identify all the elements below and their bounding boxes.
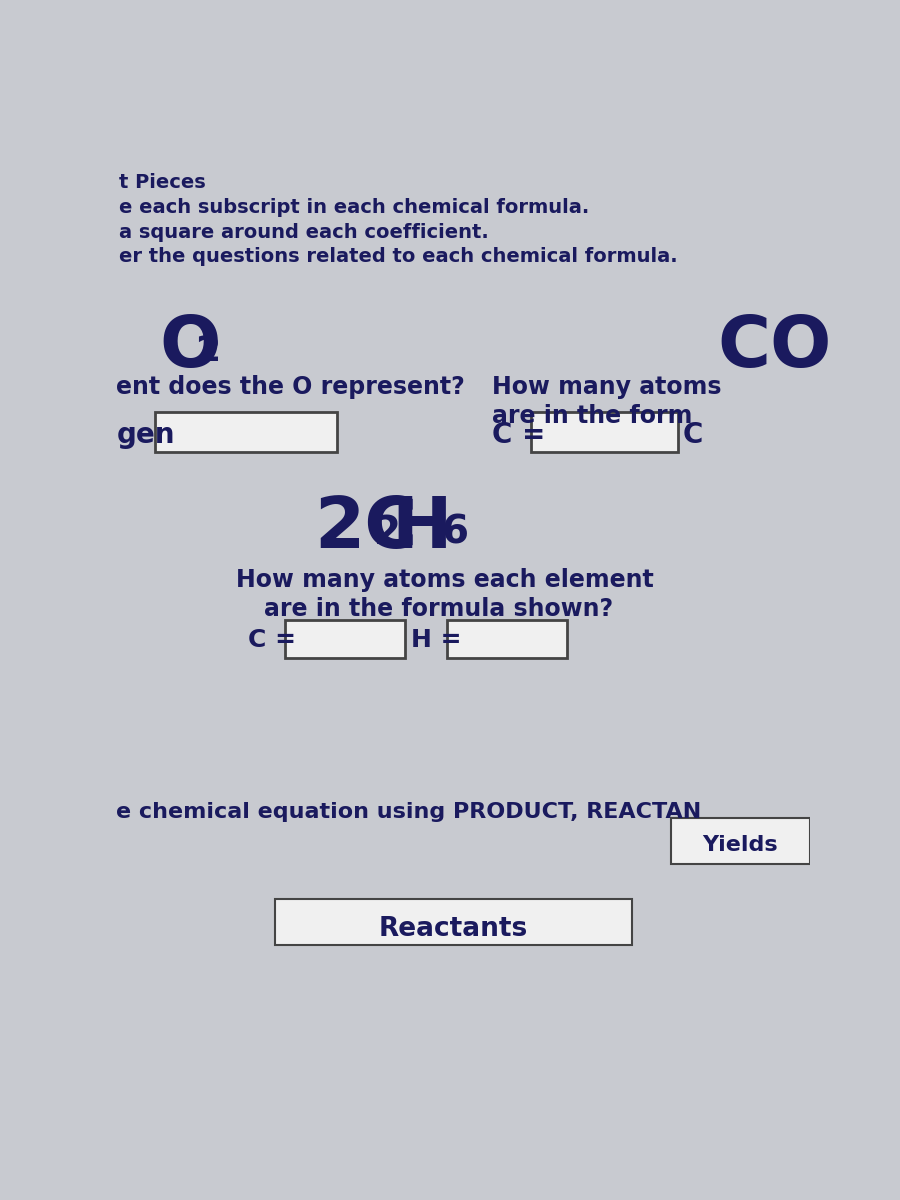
Bar [284,620,405,659]
Bar [670,817,810,864]
Text: er the questions related to each chemical formula.: er the questions related to each chemica… [119,247,678,266]
Text: H =: H = [411,628,462,652]
Text: e each subscript in each chemical formula.: e each subscript in each chemical formul… [119,198,589,217]
Bar [155,412,338,452]
Text: How many atoms: How many atoms [492,374,722,398]
Text: a square around each coefficient.: a square around each coefficient. [119,222,489,241]
Text: 2: 2 [195,334,220,368]
Text: Reactants: Reactants [379,916,528,942]
Text: How many atoms each element: How many atoms each element [237,568,654,592]
Text: C =: C = [248,628,296,652]
Text: C: C [683,421,703,449]
Text: ent does the O represent?: ent does the O represent? [116,374,465,398]
Text: e chemical equation using PRODUCT, REACTAN: e chemical equation using PRODUCT, REACT… [116,803,702,822]
Text: 2C: 2C [314,494,418,563]
Text: H: H [392,494,452,563]
Bar [531,412,679,452]
Text: are in the form: are in the form [492,404,693,428]
Text: t Pieces: t Pieces [119,173,205,192]
Text: 2: 2 [374,514,400,552]
Bar [275,899,632,944]
Text: gen: gen [116,421,175,449]
Text: C =: C = [492,421,545,449]
Bar [447,620,567,659]
Text: O: O [159,313,220,383]
Text: CO: CO [717,313,832,383]
Text: Yields: Yields [702,835,778,854]
Text: 6: 6 [442,514,469,552]
Text: are in the formula shown?: are in the formula shown? [264,596,613,620]
